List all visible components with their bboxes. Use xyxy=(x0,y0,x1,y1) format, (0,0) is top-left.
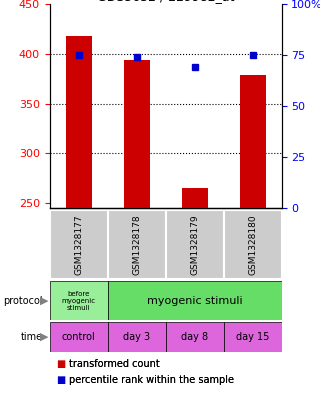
Text: ■: ■ xyxy=(56,375,65,385)
Bar xyxy=(108,322,166,352)
Bar xyxy=(224,322,282,352)
Text: GSM1328179: GSM1328179 xyxy=(190,214,199,275)
Bar xyxy=(240,75,266,208)
Text: day 8: day 8 xyxy=(181,332,208,342)
Bar xyxy=(181,188,208,208)
Text: percentile rank within the sample: percentile rank within the sample xyxy=(69,375,234,385)
Text: ▶: ▶ xyxy=(39,332,48,342)
Text: GSM1328177: GSM1328177 xyxy=(74,214,83,275)
Text: transformed count: transformed count xyxy=(69,358,160,369)
Text: time: time xyxy=(21,332,43,342)
Text: ▶: ▶ xyxy=(39,296,48,306)
Text: before
myogenic
stimuli: before myogenic stimuli xyxy=(61,291,96,310)
Text: ■: ■ xyxy=(56,358,65,369)
Text: day 15: day 15 xyxy=(236,332,269,342)
Bar xyxy=(50,210,108,279)
Bar xyxy=(108,210,166,279)
Bar xyxy=(124,60,150,208)
Text: percentile rank within the sample: percentile rank within the sample xyxy=(69,375,234,385)
Text: myogenic stimuli: myogenic stimuli xyxy=(147,296,243,306)
Bar xyxy=(50,322,108,352)
Bar xyxy=(224,210,282,279)
Title: GDS5632 / 229982_at: GDS5632 / 229982_at xyxy=(97,0,234,3)
Text: transformed count: transformed count xyxy=(69,358,160,369)
Text: day 3: day 3 xyxy=(123,332,150,342)
Text: protocol: protocol xyxy=(4,296,43,306)
Bar xyxy=(50,281,108,320)
Bar xyxy=(108,281,282,320)
Bar xyxy=(166,322,224,352)
Bar xyxy=(166,210,224,279)
Bar xyxy=(66,36,92,208)
Text: GSM1328178: GSM1328178 xyxy=(132,214,141,275)
Text: GSM1328180: GSM1328180 xyxy=(248,214,257,275)
Text: control: control xyxy=(62,332,95,342)
